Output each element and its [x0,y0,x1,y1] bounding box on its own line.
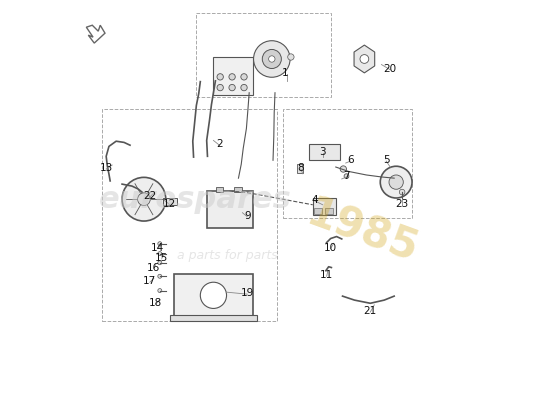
Text: 12: 12 [163,199,177,209]
Text: 2: 2 [216,139,223,149]
Text: a parts for parts: a parts for parts [177,249,278,262]
Bar [324,208,333,214]
Bar [234,187,241,192]
Text: 9: 9 [244,211,250,221]
Circle shape [241,84,247,91]
Circle shape [360,55,368,63]
Bar [297,164,303,173]
Circle shape [158,242,162,246]
Bar [309,144,340,160]
Text: 15: 15 [155,252,168,262]
Bar [315,208,322,214]
Circle shape [268,56,275,62]
Circle shape [158,261,162,265]
Text: 3: 3 [320,147,326,157]
Bar [163,198,177,205]
Bar [102,109,277,321]
Polygon shape [354,45,375,73]
Circle shape [217,84,223,91]
Text: 16: 16 [147,262,161,272]
Text: 13: 13 [100,163,113,173]
Bar [196,13,331,97]
Text: 23: 23 [395,199,409,209]
Circle shape [288,54,294,60]
Circle shape [340,166,346,172]
Circle shape [262,50,282,68]
Text: eurospares: eurospares [99,186,292,214]
Circle shape [229,84,235,91]
Text: 11: 11 [320,270,333,280]
Text: 19: 19 [240,288,254,298]
Circle shape [122,177,166,221]
Bar [216,187,223,192]
Text: 20: 20 [384,64,397,74]
Circle shape [158,274,162,278]
Circle shape [158,252,162,256]
Text: 17: 17 [143,276,157,286]
Text: 5: 5 [383,155,389,165]
Bar [213,57,253,95]
Circle shape [241,74,247,80]
Text: 1985: 1985 [301,192,424,271]
Text: 14: 14 [151,243,164,253]
Text: 6: 6 [347,155,354,165]
Circle shape [217,74,223,80]
Bar [174,274,253,316]
Circle shape [158,288,162,292]
Bar [170,315,257,321]
Text: 22: 22 [143,191,157,201]
Circle shape [389,175,403,189]
Text: 1: 1 [282,68,288,78]
Bar [283,109,412,218]
Circle shape [229,74,235,80]
Text: 10: 10 [324,243,337,253]
Circle shape [344,174,349,178]
Circle shape [200,282,227,308]
Circle shape [138,193,150,206]
Circle shape [399,189,405,195]
Circle shape [380,166,412,198]
Text: 7: 7 [343,171,350,181]
Polygon shape [86,25,105,43]
Bar [313,198,336,215]
Text: 8: 8 [298,163,304,173]
Text: 18: 18 [149,298,162,308]
Text: 21: 21 [364,306,377,316]
Circle shape [254,41,290,77]
Bar [207,191,253,228]
Text: 4: 4 [311,195,318,205]
